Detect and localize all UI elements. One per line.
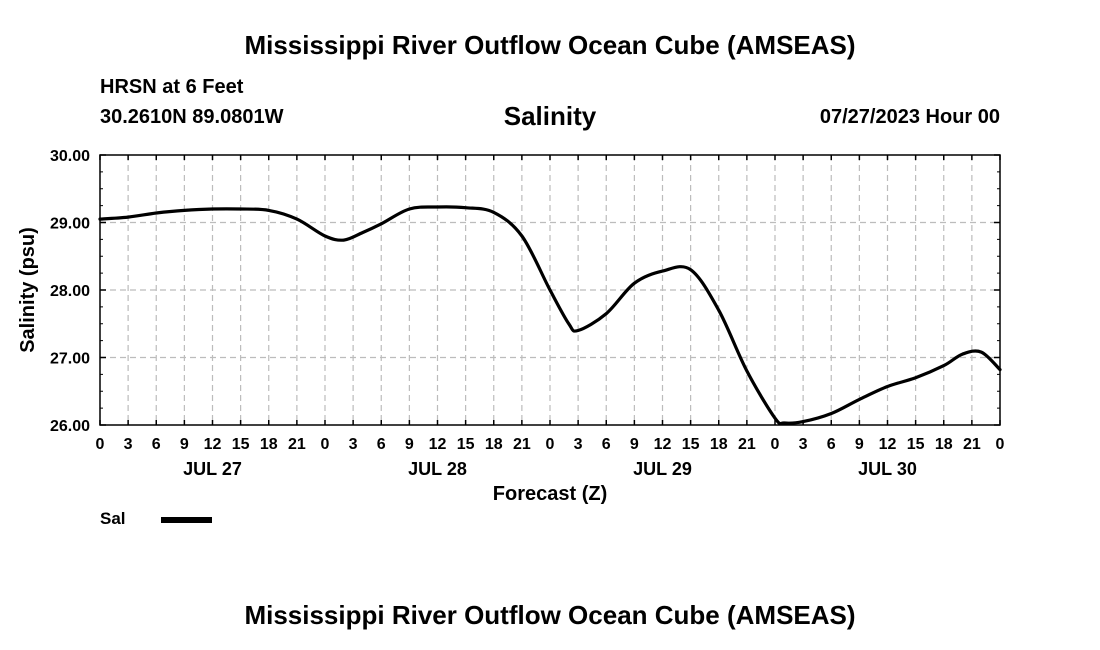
- x-tick-label: 18: [260, 436, 278, 453]
- x-tick-label: 21: [963, 436, 981, 453]
- y-tick-label: 29.00: [50, 216, 90, 233]
- x-tick-label: 9: [630, 436, 639, 453]
- page-title: Mississippi River Outflow Ocean Cube (AM…: [244, 30, 856, 60]
- x-tick-label: 0: [771, 436, 780, 453]
- y-tick-label: 26.00: [50, 418, 90, 435]
- x-tick-label: 6: [377, 436, 386, 453]
- x-tick-label: 21: [288, 436, 306, 453]
- day-label: JUL 27: [183, 459, 242, 479]
- x-tick-label: 21: [513, 436, 531, 453]
- y-tick-label: 28.00: [50, 283, 90, 300]
- station-label: HRSN at 6 Feet: [100, 76, 244, 98]
- x-tick-label: 15: [232, 436, 250, 453]
- coordinates-label: 30.2610N 89.0801W: [100, 106, 284, 128]
- grid-lines: [100, 155, 1000, 425]
- x-tick-label: 12: [879, 436, 897, 453]
- x-tick-label: 0: [996, 436, 1005, 453]
- day-label: JUL 28: [408, 459, 467, 479]
- day-label: JUL 30: [858, 459, 917, 479]
- x-tick-label: 21: [738, 436, 756, 453]
- x-tick-label: 0: [321, 436, 330, 453]
- legend-swatch: [161, 517, 212, 523]
- x-tick-label: 12: [429, 436, 447, 453]
- x-tick-label: 9: [180, 436, 189, 453]
- x-tick-label: 0: [96, 436, 105, 453]
- x-tick-label: 6: [827, 436, 836, 453]
- x-tick-label: 6: [152, 436, 161, 453]
- forecast-date: 07/27/2023 Hour 00: [819, 106, 1000, 128]
- x-tick-label: 9: [855, 436, 864, 453]
- x-tick-label: 18: [485, 436, 503, 453]
- x-tick-label: 3: [574, 436, 583, 453]
- y-axis-label: Salinity (psu): [17, 227, 39, 353]
- x-tick-label: 3: [799, 436, 808, 453]
- x-tick-label: 18: [935, 436, 953, 453]
- chart-title: Salinity: [503, 101, 597, 131]
- legend-label: Sal: [100, 509, 126, 528]
- x-tick-label: 12: [654, 436, 672, 453]
- axis-ticks: [99, 154, 1001, 426]
- x-tick-label: 15: [457, 436, 475, 453]
- x-tick-label: 12: [204, 436, 222, 453]
- x-tick-label: 9: [405, 436, 414, 453]
- axis-labels: 0 3 6 9 12 15 18 21 0 3 6 9 12 15 18 21 0 3 6 9 12 15 18 21 0 3 6 9…: [50, 148, 1005, 479]
- x-axis-label: Forecast (Z): [493, 483, 607, 505]
- footer-title: Mississippi River Outflow Ocean Cube (AM…: [244, 600, 856, 630]
- x-tick-label: 18: [710, 436, 728, 453]
- x-tick-label: 3: [349, 436, 358, 453]
- y-tick-label: 27.00: [50, 351, 90, 368]
- x-tick-label: 15: [682, 436, 700, 453]
- x-tick-label: 3: [124, 436, 133, 453]
- series-line-sal: [98, 205, 1002, 426]
- x-tick-label: 0: [546, 436, 555, 453]
- x-tick-label: 6: [602, 436, 611, 453]
- x-tick-label: 15: [907, 436, 925, 453]
- y-tick-label: 30.00: [50, 148, 90, 165]
- day-label: JUL 29: [633, 459, 692, 479]
